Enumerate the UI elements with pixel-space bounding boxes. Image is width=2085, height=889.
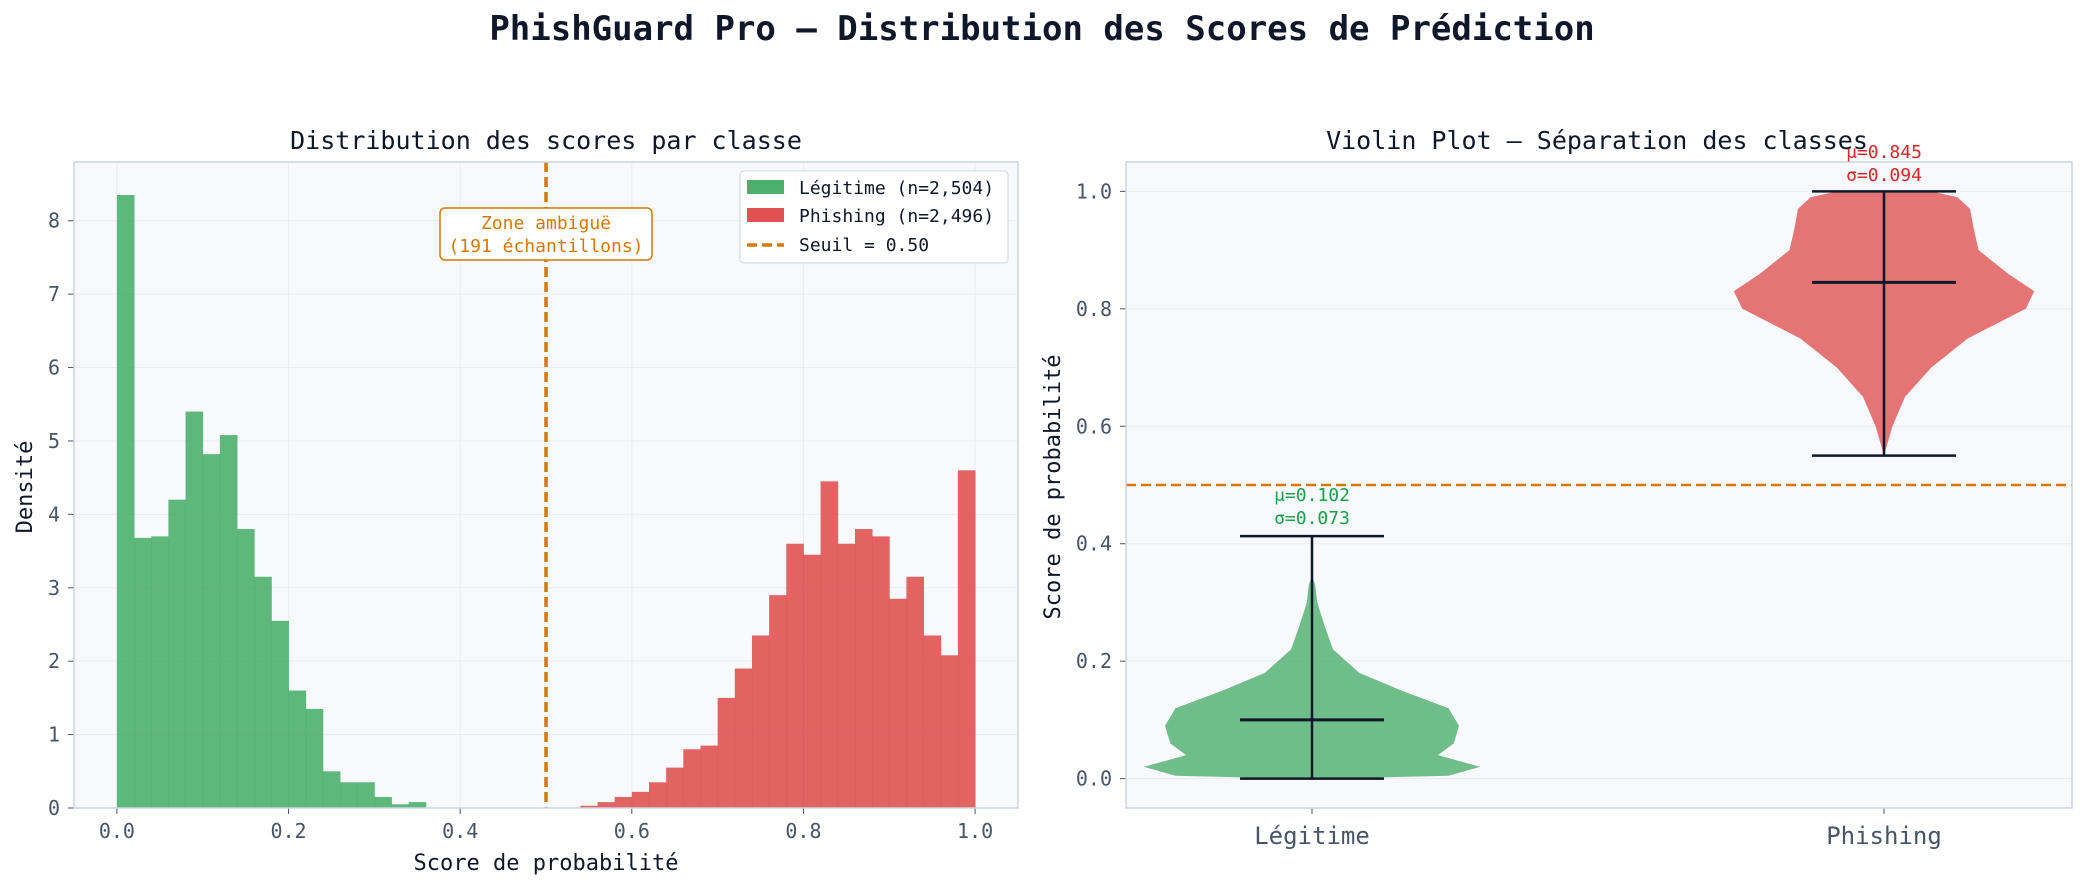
violin-panel: 0.0 0.2 0.4 0.6 0.8 1.0 Légitime Phishing Violi… — [1041, 126, 2073, 850]
phishing-bar — [940, 655, 959, 808]
violins — [1144, 190, 2035, 780]
legend-label-threshold: Seuil = 0.50 — [799, 235, 929, 256]
phishing-bar — [597, 802, 616, 808]
y-tick-label: 7 — [48, 282, 60, 306]
phishing-bar — [872, 536, 890, 808]
x-tick-label: 1.0 — [957, 819, 993, 843]
y-tick-label: 4 — [48, 502, 60, 526]
violin-ticks: 0.0 0.2 0.4 0.6 0.8 1.0 Légitime Phishing — [1076, 179, 1942, 850]
phishing-bar — [666, 767, 684, 808]
histogram-legend: Légitime (n=2,504) Phishing (n=2,496) Se… — [739, 170, 1009, 264]
x-tick-label: 0.6 — [614, 819, 650, 843]
y-tick-label: 5 — [48, 429, 60, 453]
legit-std-label: σ=0.073 — [1274, 508, 1350, 529]
y-tick-label: 0.8 — [1076, 297, 1112, 321]
phishing-bar — [751, 635, 770, 808]
histogram-panel: 0.0 0.2 0.4 0.6 0.8 1.0 0 1 2 3 4 5 6 7 8 Distribution… — [13, 126, 1019, 876]
histogram-title: Distribution des scores par classe — [290, 126, 802, 155]
y-tick-label: 2 — [48, 649, 60, 673]
x-tick-label: 0.0 — [99, 819, 135, 843]
legit-bar — [391, 804, 410, 808]
legit-bar — [219, 435, 238, 808]
phishing-bar — [700, 745, 719, 808]
phishing-bar — [683, 749, 701, 808]
legit-bar — [168, 499, 186, 808]
x-tick-label: 0.4 — [442, 819, 478, 843]
figure-title: PhishGuard Pro — Distribution des Scores… — [489, 9, 1594, 49]
histogram-ticks: 0.0 0.2 0.4 0.6 0.8 1.0 0 1 2 3 4 5 6 7 8 — [48, 209, 993, 843]
y-tick-label: 8 — [48, 209, 60, 233]
legit-bar — [288, 690, 307, 808]
phishing-bar — [786, 543, 804, 808]
x-tick-label: 0.8 — [785, 819, 821, 843]
phishing-bar — [803, 554, 822, 808]
histogram-y-label: Densité — [13, 441, 38, 534]
phishing-bar — [837, 543, 856, 808]
legit-bar — [305, 708, 324, 808]
phishing-bar — [923, 635, 942, 808]
y-tick-label: 6 — [48, 356, 60, 380]
y-tick-label: 1 — [48, 723, 60, 747]
phishing-bar — [957, 470, 976, 808]
phishing-std-label: σ=0.094 — [1846, 165, 1922, 186]
y-tick-label: 0.0 — [1076, 767, 1112, 791]
y-tick-label: 0.6 — [1076, 414, 1112, 438]
legend-box — [739, 170, 1009, 264]
violin-title: Violin Plot — Séparation des classes — [1326, 126, 1868, 155]
legit-bar — [254, 576, 272, 808]
category-label: Légitime — [1254, 822, 1370, 850]
legit-bar — [357, 782, 375, 808]
y-tick-label: 0 — [48, 796, 60, 820]
legit-bar — [202, 454, 221, 808]
phishing-bar — [820, 481, 839, 808]
legit-bar — [116, 195, 135, 809]
category-label: Phishing — [1826, 822, 1942, 850]
annotation-line-2: (191 échantillons) — [448, 236, 643, 257]
phishing-bar — [648, 782, 667, 808]
phishing-bar — [889, 598, 907, 808]
legit-bar — [322, 771, 341, 808]
ambiguous-zone-annotation: Zone ambiguë (191 échantillons) — [439, 207, 653, 261]
violin-frame — [1125, 161, 2073, 809]
legit-bar — [408, 802, 427, 808]
legend-swatch-phishing — [747, 208, 784, 222]
y-tick-label: 1.0 — [1076, 179, 1112, 203]
phishing-mean-label: μ=0.845 — [1846, 142, 1922, 163]
histogram-bars — [116, 195, 976, 809]
legit-bar — [271, 620, 289, 808]
x-tick-label: 0.2 — [270, 819, 306, 843]
phishing-bar — [614, 796, 633, 808]
phishing-bar — [717, 697, 736, 808]
phishing-bar — [580, 805, 598, 808]
annotation-line-1: Zone ambiguë — [481, 213, 611, 234]
annotation-box — [439, 207, 653, 261]
legit-bar — [151, 536, 169, 808]
histogram-frame — [73, 161, 1019, 809]
phishing-bar — [854, 529, 873, 808]
histogram-x-label: Score de probabilité — [414, 851, 679, 876]
legit-bar — [340, 782, 358, 808]
phishing-bar — [734, 668, 753, 808]
violin-y-label: Score de probabilité — [1041, 355, 1066, 620]
phishing-bar — [631, 791, 650, 808]
legit-bar — [237, 529, 255, 808]
y-tick-label: 3 — [48, 576, 60, 600]
phishing-bar — [769, 595, 787, 808]
legit-bar — [134, 537, 152, 808]
legend-label-legit: Légitime (n=2,504) — [799, 178, 994, 199]
y-tick-label: 0.2 — [1076, 649, 1112, 673]
y-tick-label: 0.4 — [1076, 532, 1112, 556]
phishing-bar — [906, 576, 924, 808]
legend-swatch-legit — [747, 180, 784, 194]
legit-bar — [185, 411, 204, 808]
legit-bar — [374, 796, 392, 808]
legit-mean-label: μ=0.102 — [1274, 485, 1350, 506]
legend-label-phishing: Phishing (n=2,496) — [799, 206, 994, 227]
